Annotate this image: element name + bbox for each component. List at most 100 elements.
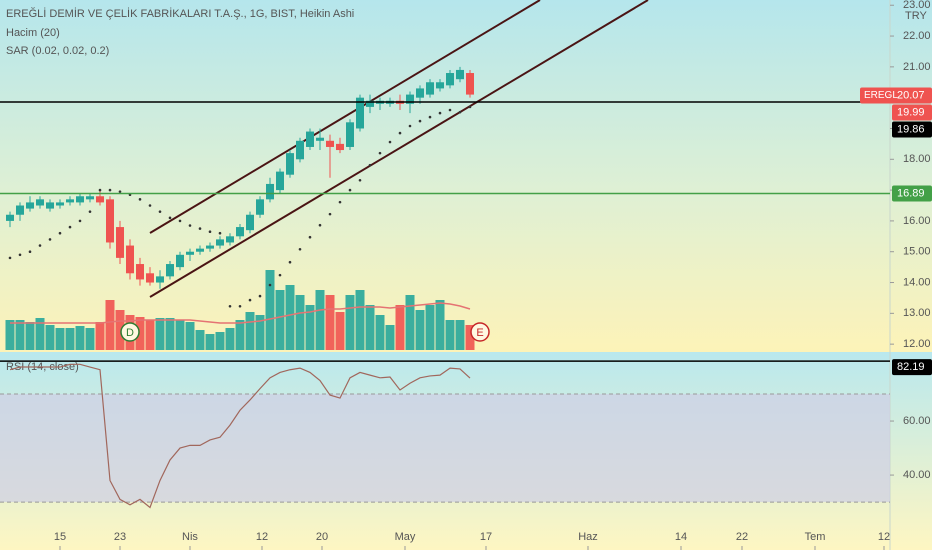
volume-bar: [45, 325, 55, 350]
volume-bar: [195, 330, 205, 350]
x-tick-label: May: [395, 531, 416, 543]
volume-bar: [385, 325, 395, 350]
candle-body: [456, 69, 464, 80]
candle-body: [96, 196, 104, 203]
price-label-box: [860, 87, 932, 104]
hline-label-box: [892, 185, 932, 202]
candle-body: [446, 73, 454, 86]
volume-bar: [55, 328, 65, 350]
volume-bar: [285, 285, 295, 350]
event-label: E: [476, 327, 483, 339]
sar-dot: [328, 212, 332, 216]
x-tick-label: 22: [736, 531, 748, 543]
sar-dot: [148, 204, 152, 207]
volume-bar: [325, 295, 335, 350]
sar-dot: [198, 227, 202, 230]
sar-dot: [158, 210, 162, 213]
sar-dot: [138, 198, 142, 201]
x-tick-label: Tem: [805, 531, 826, 543]
volume-bar: [415, 310, 425, 350]
sar-dot: [428, 115, 432, 119]
sar-dot: [278, 273, 282, 277]
sar-dot: [268, 283, 272, 287]
sar-dot: [108, 188, 112, 192]
sar-dot: [468, 105, 472, 109]
volume-bar: [375, 315, 385, 350]
sar-dot: [398, 131, 402, 135]
y-tick-label: 14.00: [903, 276, 931, 288]
sar-dot: [338, 200, 342, 204]
event-label: D: [126, 327, 134, 339]
sar-dot: [288, 260, 292, 264]
price-panel: [0, 0, 932, 352]
volume-bar: [25, 322, 35, 350]
candle-body: [306, 131, 314, 147]
volume-bar: [255, 315, 265, 350]
candle-body: [56, 202, 64, 206]
candle-body: [286, 153, 294, 175]
candle-body: [466, 73, 474, 95]
candle-body: [136, 264, 144, 280]
sar-dot: [418, 119, 422, 123]
volume-bar: [185, 322, 195, 350]
candle-body: [276, 171, 284, 191]
volume-bar: [275, 290, 285, 350]
hline-label: 16.89: [897, 187, 925, 199]
sar-label: SAR (0.02, 0.02, 0.2): [6, 45, 109, 57]
candle-body: [246, 214, 254, 231]
candle-body: [26, 202, 34, 209]
candle-body: [86, 196, 94, 200]
x-tick-label: 17: [480, 531, 492, 543]
x-tick-label: Nis: [182, 531, 198, 543]
candle-body: [126, 245, 134, 274]
volume-bar: [395, 305, 405, 350]
volume-bar: [115, 310, 125, 350]
volume-bar: [215, 332, 225, 350]
sar-dot: [208, 230, 212, 233]
candle-body: [66, 199, 74, 203]
volume-bar: [5, 320, 15, 350]
sar-dot: [318, 223, 322, 227]
candle-body: [366, 100, 374, 107]
candle-body: [226, 236, 234, 243]
y-tick-label: 23.00: [903, 0, 931, 11]
y-tick-label: 15.00: [903, 246, 931, 258]
candle-body: [106, 199, 114, 243]
currency: TRY: [905, 10, 927, 22]
candle-body: [196, 248, 204, 252]
rsi-hline-label: 82.19: [897, 361, 925, 373]
rsi-band: [0, 394, 890, 503]
volume-bar: [225, 328, 235, 350]
sar-dot: [248, 298, 252, 302]
candle-body: [296, 140, 304, 160]
sar-dot: [188, 224, 192, 227]
volume-bar: [465, 325, 475, 350]
chart-title: EREĞLİ DEMİR VE ÇELİK FABRİKALARI T.A.Ş.…: [6, 7, 354, 20]
candle-body: [16, 205, 24, 215]
sar-dot: [388, 140, 392, 144]
candle-body: [236, 227, 244, 237]
volume-bar: [265, 270, 275, 350]
y-tick-label: 21.00: [903, 61, 931, 73]
candle-body: [206, 245, 214, 249]
candle-body: [156, 276, 164, 283]
candle-body: [406, 94, 414, 104]
candle-body: [336, 143, 344, 151]
volume-bar: [85, 328, 95, 350]
volume-bar: [95, 322, 105, 350]
volume-bar: [35, 318, 45, 350]
x-tick-label: 12: [256, 531, 268, 543]
x-tick-label: 12: [878, 531, 890, 543]
volume-bar: [165, 318, 175, 350]
volume-bar: [105, 300, 115, 350]
candle-body: [316, 137, 324, 141]
candle-body: [166, 264, 174, 277]
rsi-tick-label: 60.00: [903, 415, 931, 427]
y-tick-label: 18.00: [903, 153, 931, 165]
sar-dot: [168, 216, 172, 220]
sar-dot: [368, 163, 372, 167]
sar-dot: [458, 110, 462, 114]
candle-body: [326, 140, 334, 147]
y-tick-label: 12.00: [903, 338, 931, 350]
